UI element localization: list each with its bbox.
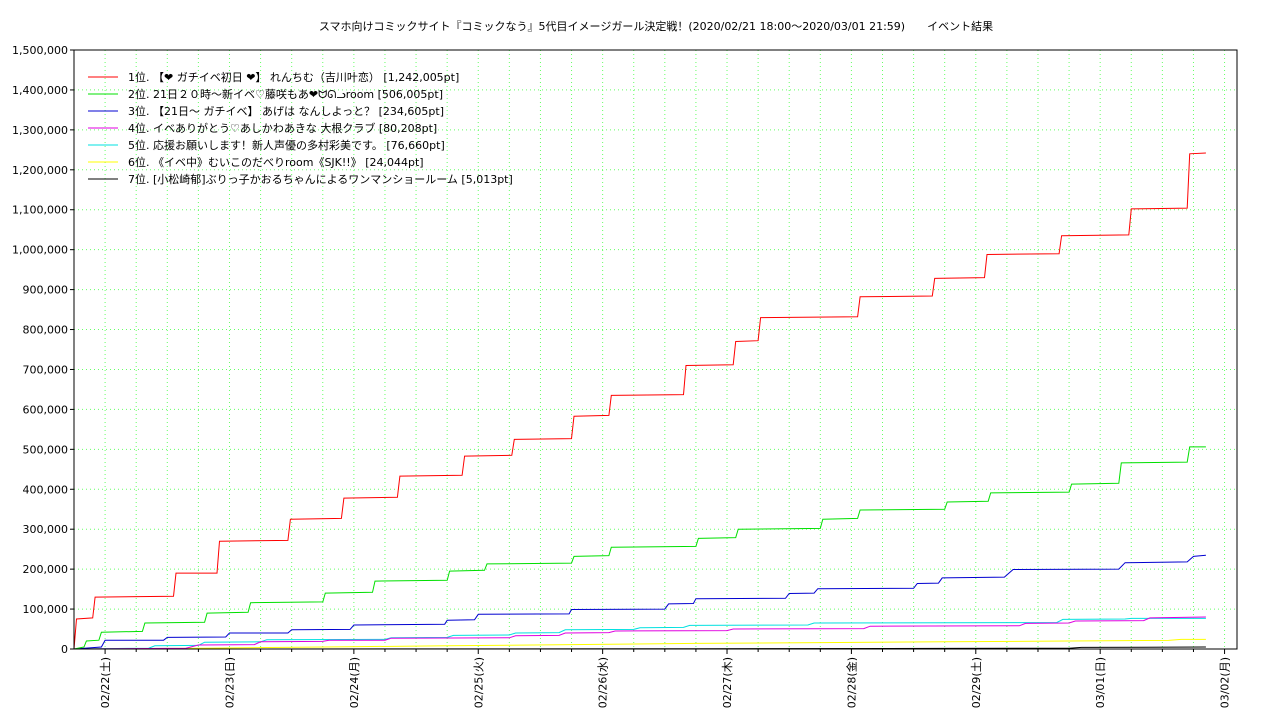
y-tick-label: 200,000 [23,563,69,576]
series-line [73,152,1206,650]
y-tick-label: 300,000 [23,523,69,536]
y-tick-label: 0 [61,643,68,656]
x-tick-label: 02/25(火) [472,657,485,708]
legend: 1位. 【❤ ガチイベ初日 ❤】 れんちむ（吉川叶恋） [1,242,005pt… [88,70,513,186]
series-lines [73,152,1206,650]
x-tick-label: 03/01(日) [1094,657,1107,708]
y-tick-label: 1,400,000 [12,84,68,97]
chart-title: スマホ向けコミックサイト『コミックなう』5代目イメージガール決定戦！(2020/… [319,19,993,33]
legend-entry: 2位. 21日２０時〜新イベ♡藤咲もあ❤ᗢᘏᓗroom [506,005pt] [128,87,443,101]
y-tick-label: 400,000 [23,483,69,496]
x-tick-label: 02/29(土) [970,657,983,708]
y-tick-label: 600,000 [23,403,69,416]
y-tick-label: 1,100,000 [12,204,68,217]
y-tick-label: 700,000 [23,363,69,376]
y-axis: 0 100,000 200,000 300,000 400,000 500,000 600,… [12,44,74,656]
legend-entry: 7位. [小松崎郁]ぶりっ子かおるちゃんによるワンマンショールーム [5,013… [128,172,513,186]
plot-frame [73,49,1238,650]
series-line [73,446,1206,650]
x-tick-label: 02/22(土) [99,657,112,708]
legend-entry: 1位. 【❤ ガチイベ初日 ❤】 れんちむ（吉川叶恋） [1,242,005pt… [128,70,459,84]
series-line [73,617,1206,650]
x-tick-label: 03/02(月) [1219,657,1232,708]
legend-entry: 4位. イベありがとう♡あしかわあきな 大根クラブ [80,208pt] [128,121,437,135]
y-tick-label: 1,000,000 [12,244,68,257]
y-tick-label: 800,000 [23,324,69,337]
y-tick-label: 500,000 [23,443,69,456]
x-tick-label: 02/28(金) [844,657,858,708]
y-tick-label: 1,500,000 [12,44,68,57]
series-line [73,616,1206,650]
legend-entry: 5位. 応援お願いします！新人声優の多村彩美です。 [76,660pt] [128,138,445,152]
series-line [73,638,1206,650]
x-axis: 02/22(土) 02/23(日) 02/24(月) 02/25(火) 02/26(水)… [99,649,1232,708]
y-tick-label: 900,000 [23,284,69,297]
x-tick-label: 02/26(水) [597,657,610,708]
series-line [73,554,1206,650]
legend-entry: 3位. 【21日〜 ガチイベ】 あげは なんしよっと？ [234,605pt] [128,104,444,118]
y-tick-label: 100,000 [23,603,69,616]
y-tick-label: 1,200,000 [12,164,68,177]
x-tick-label: 02/23(日) [223,657,236,708]
y-tick-label: 1,300,000 [12,124,68,137]
x-tick-label: 02/24(月) [348,657,361,708]
x-tick-label: 02/27(木) [721,657,734,708]
legend-entry: 6位. 《イベ中》むいこのだべりroom《SJK!!》 [24,044pt] [128,155,424,169]
